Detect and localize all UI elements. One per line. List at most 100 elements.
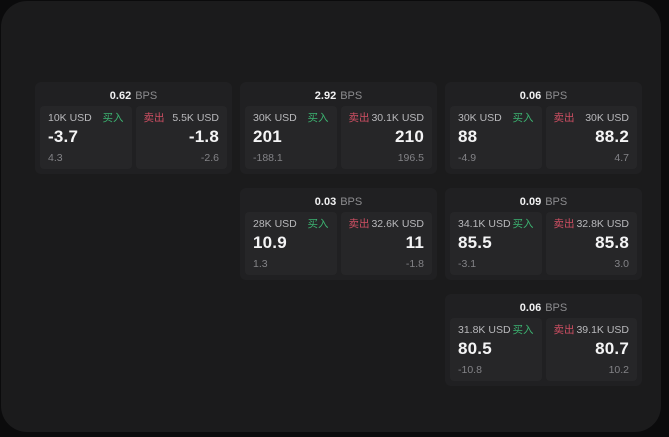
sell-price: 80.7 bbox=[595, 338, 629, 358]
quote-card-6: 0.06 BPS 31.8K USD 买入 80.5 -10.8 卖出 39.1… bbox=[445, 294, 642, 386]
sell-price: 11 bbox=[405, 232, 424, 252]
card-header: 0.03 BPS bbox=[245, 193, 432, 211]
sell-tile-top: 卖出 32.6K USD bbox=[349, 219, 425, 230]
sell-tile[interactable]: 卖出 32.8K USD 85.8 3.0 bbox=[545, 212, 637, 275]
card-body: 34.1K USD 买入 85.5 -3.1 卖出 32.8K USD 85.8… bbox=[450, 212, 637, 275]
sell-label: 卖出 bbox=[553, 112, 575, 124]
buy-tile[interactable]: 28K USD 买入 10.9 1.3 bbox=[245, 212, 337, 275]
card-body: 30K USD 买入 201 -188.1 卖出 30.1K USD 210 1… bbox=[245, 106, 432, 169]
buy-tile-top: 34.1K USD 买入 bbox=[458, 219, 534, 230]
sell-delta: 10.2 bbox=[608, 363, 629, 376]
bps-unit: BPS bbox=[340, 90, 363, 102]
bps-value: 2.92 bbox=[314, 90, 337, 102]
bps-value: 0.06 bbox=[519, 90, 542, 102]
sell-tile[interactable]: 卖出 5.5K USD -1.8 -2.6 bbox=[135, 106, 227, 169]
sell-label: 卖出 bbox=[143, 112, 165, 124]
buy-price: 80.5 bbox=[458, 338, 492, 358]
sell-label: 卖出 bbox=[348, 218, 370, 230]
buy-tile-top: 30K USD 买入 bbox=[253, 113, 329, 124]
card-header: 2.92 BPS bbox=[245, 87, 432, 105]
sell-tile-top: 卖出 32.8K USD bbox=[554, 219, 630, 230]
sell-label: 卖出 bbox=[553, 324, 575, 336]
sell-tile[interactable]: 卖出 39.1K USD 80.7 10.2 bbox=[545, 318, 637, 381]
sell-delta: -1.8 bbox=[405, 257, 424, 270]
buy-delta: -188.1 bbox=[253, 151, 283, 164]
buy-amount: 34.1K USD bbox=[458, 218, 511, 230]
buy-tile-top: 28K USD 买入 bbox=[253, 219, 329, 230]
bps-unit: BPS bbox=[545, 302, 568, 314]
buy-price: -3.7 bbox=[48, 126, 79, 146]
buy-amount: 31.8K USD bbox=[458, 324, 511, 336]
sell-price: 85.8 bbox=[595, 232, 629, 252]
card-body: 30K USD 买入 88 -4.9 卖出 30K USD 88.2 4.7 bbox=[450, 106, 637, 169]
sell-amount: 30.1K USD bbox=[371, 112, 424, 124]
card-header: 0.06 BPS bbox=[450, 299, 637, 317]
buy-tile-top: 30K USD 买入 bbox=[458, 113, 534, 124]
buy-label: 买入 bbox=[307, 218, 329, 230]
buy-amount: 10K USD bbox=[48, 112, 92, 124]
buy-delta: -10.8 bbox=[458, 363, 482, 376]
bps-value: 0.06 bbox=[519, 302, 542, 314]
sell-amount: 5.5K USD bbox=[172, 112, 219, 124]
buy-label: 买入 bbox=[512, 324, 534, 336]
bps-unit: BPS bbox=[340, 196, 363, 208]
buy-delta: 4.3 bbox=[48, 151, 63, 164]
buy-price: 85.5 bbox=[458, 232, 492, 252]
sell-price: -1.8 bbox=[188, 126, 219, 146]
buy-tile[interactable]: 34.1K USD 买入 85.5 -3.1 bbox=[450, 212, 542, 275]
bps-value: 0.09 bbox=[519, 196, 542, 208]
buy-tile[interactable]: 10K USD 买入 -3.7 4.3 bbox=[40, 106, 132, 169]
buy-tile[interactable]: 31.8K USD 买入 80.5 -10.8 bbox=[450, 318, 542, 381]
buy-delta: -3.1 bbox=[458, 257, 477, 270]
bps-unit: BPS bbox=[135, 90, 158, 102]
sell-tile-top: 卖出 30.1K USD bbox=[349, 113, 425, 124]
buy-price: 201 bbox=[253, 126, 282, 146]
sell-tile[interactable]: 卖出 30K USD 88.2 4.7 bbox=[545, 106, 637, 169]
sell-price: 210 bbox=[395, 126, 424, 146]
buy-price: 88 bbox=[458, 126, 478, 146]
bps-unit: BPS bbox=[545, 196, 568, 208]
sell-price: 88.2 bbox=[595, 126, 629, 146]
sell-delta: -2.6 bbox=[200, 151, 219, 164]
buy-tile-top: 31.8K USD 买入 bbox=[458, 325, 534, 336]
card-body: 28K USD 买入 10.9 1.3 卖出 32.6K USD 11 -1.8 bbox=[245, 212, 432, 275]
buy-delta: 1.3 bbox=[253, 257, 268, 270]
sell-delta: 3.0 bbox=[614, 257, 629, 270]
buy-tile-top: 10K USD 买入 bbox=[48, 113, 124, 124]
buy-price: 10.9 bbox=[253, 232, 287, 252]
card-header: 0.06 BPS bbox=[450, 87, 637, 105]
buy-label: 买入 bbox=[512, 218, 534, 230]
quote-card-1: 0.62 BPS 10K USD 买入 -3.7 4.3 卖出 5.5K USD… bbox=[35, 82, 232, 174]
sell-tile[interactable]: 卖出 32.6K USD 11 -1.8 bbox=[340, 212, 432, 275]
sell-label: 卖出 bbox=[553, 218, 575, 230]
sell-label: 卖出 bbox=[348, 112, 370, 124]
bps-value: 0.03 bbox=[314, 196, 337, 208]
sell-tile-top: 卖出 39.1K USD bbox=[554, 325, 630, 336]
buy-label: 买入 bbox=[307, 112, 329, 124]
quote-card-3: 0.06 BPS 30K USD 买入 88 -4.9 卖出 30K USD 8… bbox=[445, 82, 642, 174]
card-header: 0.62 BPS bbox=[40, 87, 227, 105]
sell-tile-top: 卖出 30K USD bbox=[554, 113, 630, 124]
quote-card-5: 0.09 BPS 34.1K USD 买入 85.5 -3.1 卖出 32.8K… bbox=[445, 188, 642, 280]
sell-amount: 39.1K USD bbox=[576, 324, 629, 336]
buy-amount: 30K USD bbox=[458, 112, 502, 124]
buy-delta: -4.9 bbox=[458, 151, 477, 164]
buy-amount: 28K USD bbox=[253, 218, 297, 230]
card-header: 0.09 BPS bbox=[450, 193, 637, 211]
sell-amount: 30K USD bbox=[585, 112, 629, 124]
sell-delta: 196.5 bbox=[397, 151, 424, 164]
buy-tile[interactable]: 30K USD 买入 88 -4.9 bbox=[450, 106, 542, 169]
buy-label: 买入 bbox=[512, 112, 534, 124]
card-body: 31.8K USD 买入 80.5 -10.8 卖出 39.1K USD 80.… bbox=[450, 318, 637, 381]
sell-amount: 32.8K USD bbox=[576, 218, 629, 230]
sell-amount: 32.6K USD bbox=[371, 218, 424, 230]
buy-tile[interactable]: 30K USD 买入 201 -188.1 bbox=[245, 106, 337, 169]
sell-tile-top: 卖出 5.5K USD bbox=[144, 113, 220, 124]
sell-tile[interactable]: 卖出 30.1K USD 210 196.5 bbox=[340, 106, 432, 169]
buy-label: 买入 bbox=[102, 112, 124, 124]
card-body: 10K USD 买入 -3.7 4.3 卖出 5.5K USD -1.8 -2.… bbox=[40, 106, 227, 169]
buy-amount: 30K USD bbox=[253, 112, 297, 124]
bps-unit: BPS bbox=[545, 90, 568, 102]
bps-value: 0.62 bbox=[109, 90, 132, 102]
quote-card-2: 2.92 BPS 30K USD 买入 201 -188.1 卖出 30.1K … bbox=[240, 82, 437, 174]
